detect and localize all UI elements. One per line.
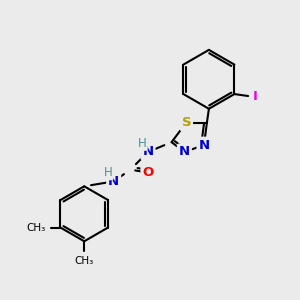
Text: N: N	[142, 146, 154, 158]
Text: S: S	[182, 116, 191, 129]
Text: I: I	[253, 89, 257, 103]
Text: N: N	[198, 139, 209, 152]
Text: CH₃: CH₃	[26, 223, 46, 232]
Text: N: N	[179, 146, 190, 158]
Text: CH₃: CH₃	[75, 256, 94, 266]
Text: N: N	[108, 175, 119, 188]
Text: H: H	[138, 136, 146, 150]
Text: O: O	[142, 166, 154, 179]
Text: H: H	[103, 166, 112, 179]
